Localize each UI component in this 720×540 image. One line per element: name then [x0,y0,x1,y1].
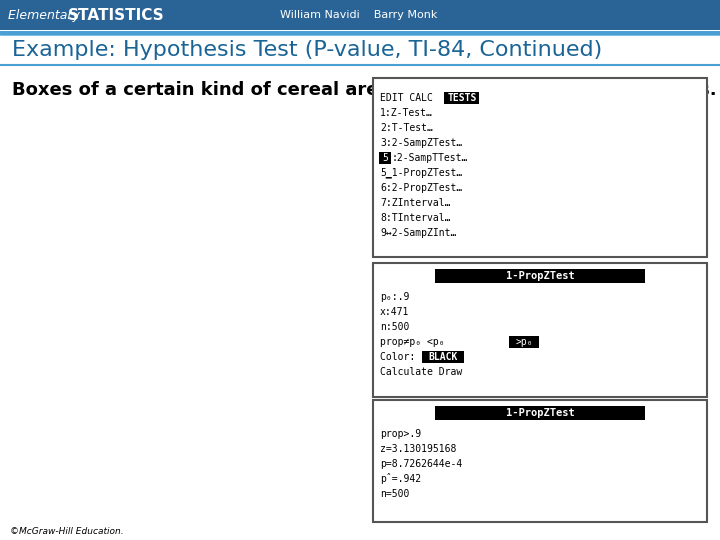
Text: prop>.9: prop>.9 [380,429,421,439]
Text: p̂=.942: p̂=.942 [380,474,421,484]
Text: :2-SampTTest…: :2-SampTTest… [392,153,469,163]
FancyBboxPatch shape [435,269,645,283]
FancyBboxPatch shape [373,78,707,257]
Text: 1-PropZTest: 1-PropZTest [505,271,575,281]
Text: Example: Hypothesis Test (P-value, TI-84, Continued): Example: Hypothesis Test (P-value, TI-84… [12,40,602,60]
Text: 9↔2-SampZInt…: 9↔2-SampZInt… [380,228,456,238]
FancyBboxPatch shape [379,152,391,164]
Text: TESTS: TESTS [447,93,477,103]
FancyBboxPatch shape [373,263,707,397]
Text: >p₀: >p₀ [516,337,533,347]
Text: 5: 5 [382,153,388,163]
FancyBboxPatch shape [0,0,720,30]
Text: BLACK: BLACK [428,352,458,362]
Text: EDIT CALC: EDIT CALC [380,93,438,103]
Text: Calculate Draw: Calculate Draw [380,367,462,377]
Text: 5▁1-PropZTest…: 5▁1-PropZTest… [380,168,462,178]
FancyBboxPatch shape [373,400,707,522]
Text: p=8.7262644e-4: p=8.7262644e-4 [380,459,462,469]
Text: z=3.130195168: z=3.130195168 [380,444,456,454]
Text: n=500: n=500 [380,489,410,499]
FancyBboxPatch shape [0,35,720,65]
Text: 3:2-SampZTest…: 3:2-SampZTest… [380,138,462,148]
FancyBboxPatch shape [444,92,479,104]
Text: 2:T-Test…: 2:T-Test… [380,123,433,133]
FancyBboxPatch shape [0,31,720,36]
Text: 7:ZInterval…: 7:ZInterval… [380,198,451,208]
Text: 8:TInterval…: 8:TInterval… [380,213,451,223]
Text: Boxes of a certain kind of cereal are labeled as containing 20 ounces.: Boxes of a certain kind of cereal are la… [12,81,716,99]
Text: STATISTICS: STATISTICS [68,8,165,23]
Text: 6:2-PropZTest…: 6:2-PropZTest… [380,183,462,193]
FancyBboxPatch shape [435,406,645,420]
Text: n:500: n:500 [380,322,410,332]
Text: 1:Z-Test…: 1:Z-Test… [380,108,433,118]
Text: Color:: Color: [380,352,421,362]
Text: p₀:.9: p₀:.9 [380,292,410,302]
Text: prop≠p₀ <p₀: prop≠p₀ <p₀ [380,337,445,347]
FancyBboxPatch shape [509,336,539,348]
Text: x:471: x:471 [380,307,410,317]
Text: William Navidi    Barry Monk: William Navidi Barry Monk [280,10,437,20]
FancyBboxPatch shape [422,351,464,363]
Text: 1-PropZTest: 1-PropZTest [505,408,575,418]
Text: ©McGraw-Hill Education.: ©McGraw-Hill Education. [10,528,124,537]
Text: Elementary: Elementary [8,9,84,22]
